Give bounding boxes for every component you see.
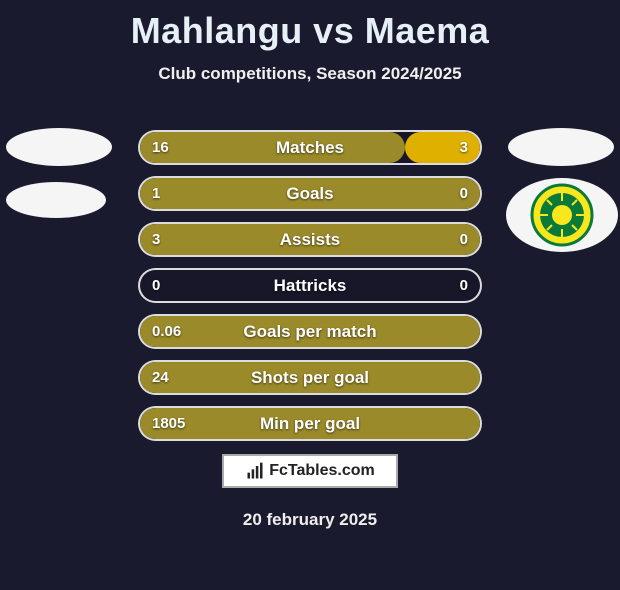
chart-icon: [245, 461, 265, 481]
player-right-avatar: [508, 128, 614, 166]
sundowns-badge-icon: [530, 183, 594, 247]
page-subtitle: Club competitions, Season 2024/2025: [0, 64, 620, 84]
team-left-badge: [6, 182, 106, 218]
page-title: Mahlangu vs Maema: [0, 10, 620, 52]
stat-bar: 163Matches: [138, 130, 482, 165]
footer-date: 20 february 2025: [0, 510, 620, 530]
bar-label: Shots per goal: [140, 362, 480, 393]
player-left-avatar: [6, 128, 112, 166]
bar-label: Matches: [140, 132, 480, 163]
stat-bar: 0.06Goals per match: [138, 314, 482, 349]
bar-label: Goals: [140, 178, 480, 209]
stat-bar: 24Shots per goal: [138, 360, 482, 395]
stat-bar: 00Hattricks: [138, 268, 482, 303]
stat-bar: 10Goals: [138, 176, 482, 211]
bar-label: Hattricks: [140, 270, 480, 301]
stat-bar: 30Assists: [138, 222, 482, 257]
brand-logo: FcTables.com: [222, 454, 398, 488]
bar-label: Goals per match: [140, 316, 480, 347]
bar-label: Min per goal: [140, 408, 480, 439]
comparison-bars: 163Matches 10Goals 30Assists 00Hattricks 0.0…: [138, 130, 482, 452]
team-right-badge: [506, 178, 618, 252]
bar-label: Assists: [140, 224, 480, 255]
stat-bar: 1805Min per goal: [138, 406, 482, 441]
brand-text: FcTables.com: [269, 462, 375, 480]
